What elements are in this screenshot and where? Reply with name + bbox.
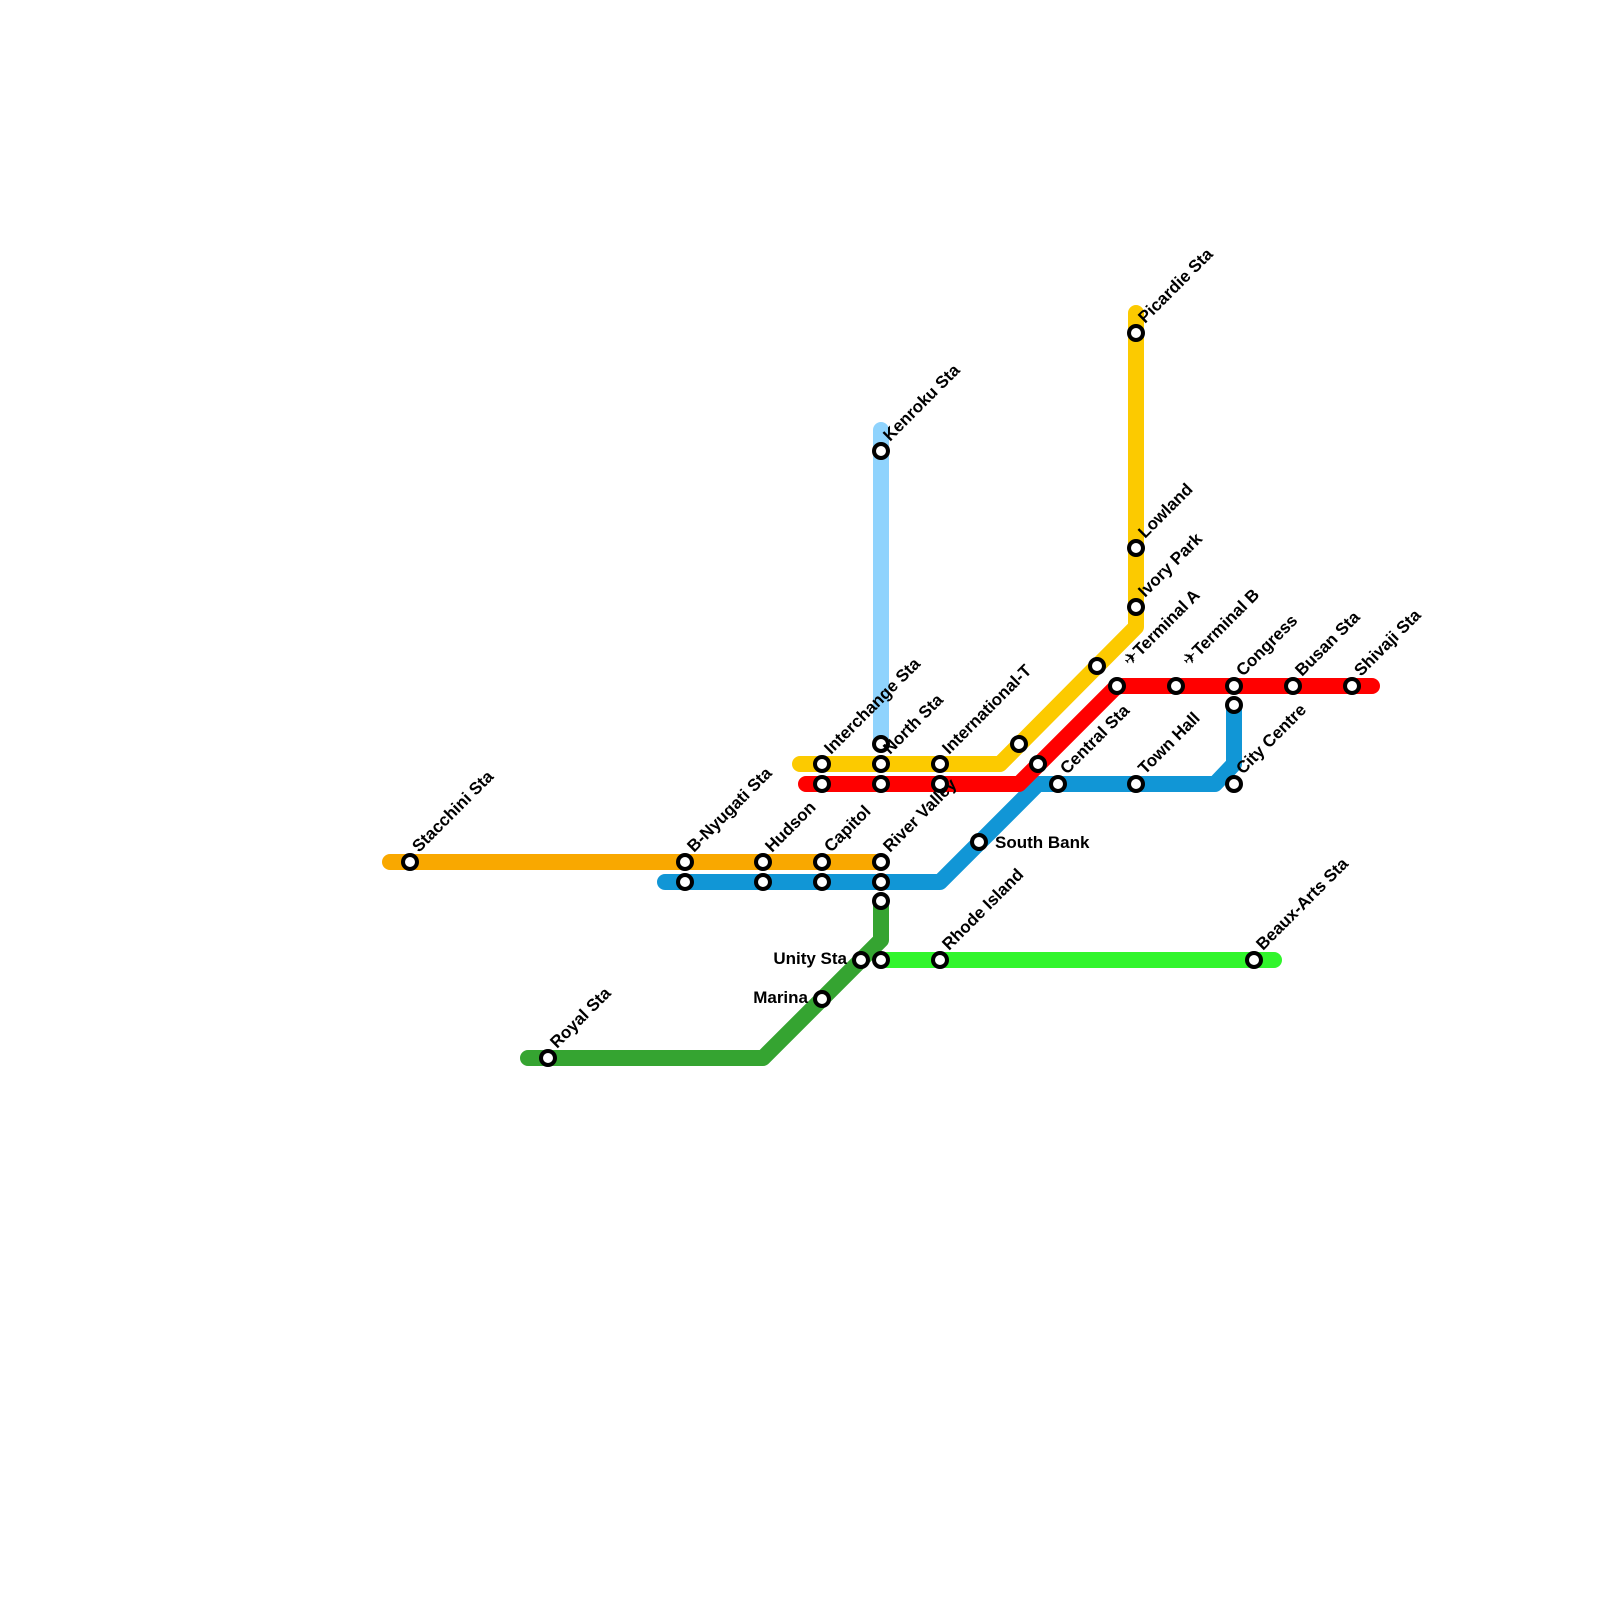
station [1225,696,1243,714]
station [1127,598,1145,616]
station [1108,677,1126,695]
yellow-line [792,305,1144,772]
station-label: Marina [753,988,808,1007]
station [813,755,831,773]
station [931,755,949,773]
station [676,873,694,891]
station [1127,539,1145,557]
station [872,735,890,753]
station-label: South Bank [995,833,1090,852]
station [872,873,890,891]
station [1167,677,1185,695]
station [401,853,419,871]
station [1049,775,1067,793]
station [1029,755,1047,773]
station [970,833,988,851]
station [1010,735,1028,753]
station [1343,677,1361,695]
station [539,1049,557,1067]
station [813,853,831,871]
station [872,442,890,460]
station [872,892,890,910]
station [872,755,890,773]
blue-line [657,697,1242,890]
red-line [798,678,1380,792]
station [872,951,890,969]
station [754,853,772,871]
station [1225,677,1243,695]
station [676,853,694,871]
station [754,873,772,891]
station [813,990,831,1008]
station [1245,951,1263,969]
stations [401,324,1361,1067]
station [872,775,890,793]
station [872,853,890,871]
station-label: Unity Sta [773,949,847,968]
station [931,775,949,793]
station [1127,775,1145,793]
station [1088,657,1106,675]
station [1127,324,1145,342]
station [931,951,949,969]
station [1284,677,1302,695]
station [813,775,831,793]
station [813,873,831,891]
station [1225,775,1243,793]
station [852,951,870,969]
